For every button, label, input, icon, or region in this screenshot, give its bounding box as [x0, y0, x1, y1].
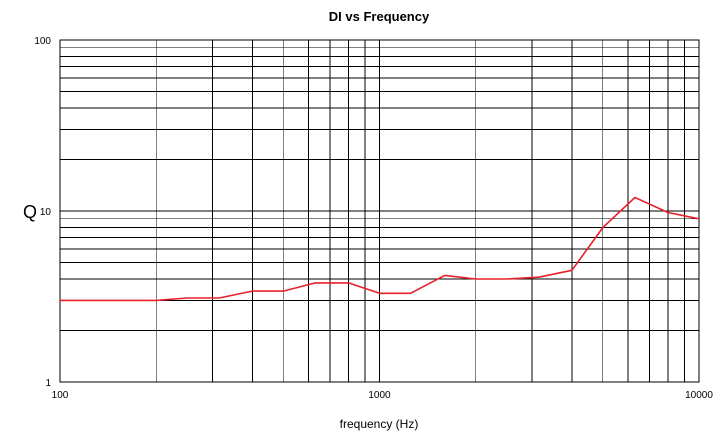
y-tick-labels: 1 10 100 — [34, 36, 51, 389]
x-axis-label: frequency (Hz) — [340, 417, 419, 431]
x-tick-labels: 100 1000 10000 — [52, 390, 714, 401]
series-line-1 — [60, 196, 700, 302]
x-tick-label: 1000 — [368, 390, 391, 401]
series-layer — [60, 196, 700, 302]
y-tick-label: 100 — [34, 36, 51, 47]
y-tick-label: 1 — [45, 378, 51, 389]
x-tick-label: 100 — [52, 390, 69, 401]
y-axis-label: Q — [23, 202, 37, 222]
x-tick-label: 10000 — [685, 390, 713, 401]
y-tick-label: 10 — [40, 207, 52, 218]
y-grid — [60, 39, 699, 383]
plot-frame — [59, 39, 700, 383]
chart-title: DI vs Frequency — [329, 9, 430, 24]
